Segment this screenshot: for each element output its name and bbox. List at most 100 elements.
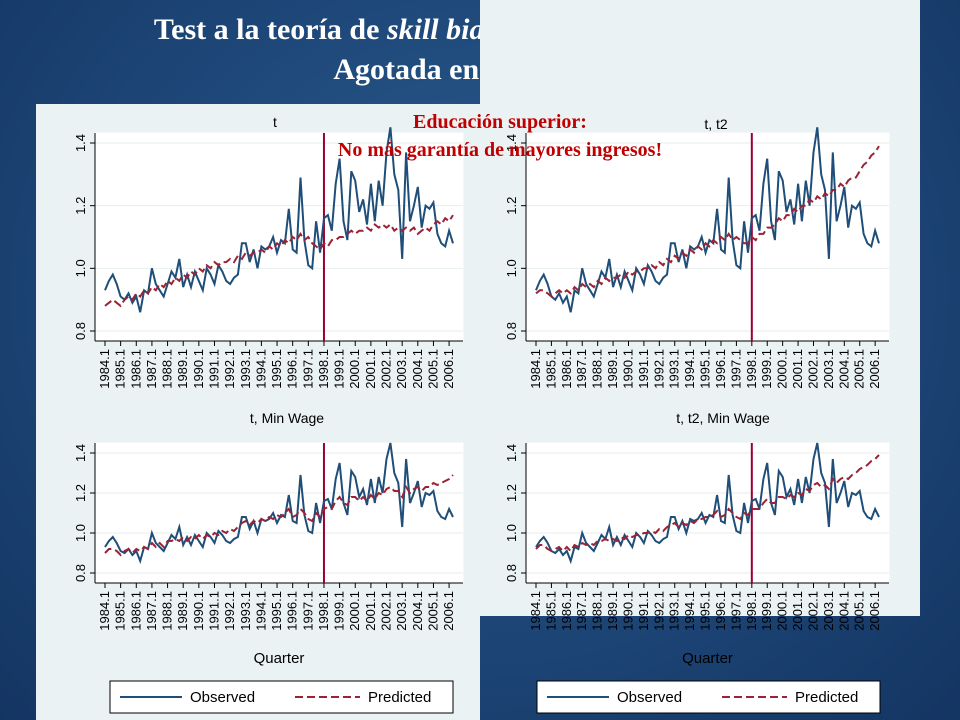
legend: Observed Predicted <box>109 680 454 714</box>
x-tick-label: 2004.1 <box>836 591 851 631</box>
x-tick-label: 1997.1 <box>300 591 315 631</box>
x-tick-label: 1998.1 <box>744 349 759 389</box>
x-tick-label: 1990.1 <box>620 349 635 389</box>
x-tick-label: 1984.1 <box>97 349 112 389</box>
series-predicted <box>104 214 454 308</box>
x-tick-label: 1995.1 <box>698 591 713 631</box>
x-tick-label: 1996.1 <box>285 349 300 389</box>
x-tick-label: 2003.1 <box>821 349 836 389</box>
x-tick-label: 2004.1 <box>410 591 425 631</box>
x-tick-label: 2006.1 <box>441 349 456 389</box>
annotation-line1: Educación superior: <box>413 111 587 133</box>
x-tick-label: 2002.1 <box>805 349 820 389</box>
x-tick-label: 1993.1 <box>667 591 682 631</box>
annotation: Educación superior: No más garantía de m… <box>200 108 800 164</box>
x-tick-label: 1996.1 <box>713 591 728 631</box>
chart-title: t, Min Wage <box>250 410 324 426</box>
x-tick-label: 2000.1 <box>775 591 790 631</box>
series-observed <box>535 127 880 313</box>
legend: Observed Predicted <box>536 680 881 714</box>
y-tick-label: 0.8 <box>504 322 519 340</box>
x-tick-label: 1988.1 <box>160 349 175 389</box>
x-tick-label: 1988.1 <box>160 591 175 631</box>
x-tick-label: 2006.1 <box>867 349 882 389</box>
legend-label-predicted: Predicted <box>795 689 858 706</box>
x-tick-label: 1985.1 <box>543 349 558 389</box>
x-tick-label: 1985.1 <box>113 591 128 631</box>
x-tick-label: 1993.1 <box>238 591 253 631</box>
x-tick-label: 1986.1 <box>128 591 143 631</box>
y-tick-label: 1.0 <box>73 259 88 277</box>
x-tick-label: 1995.1 <box>698 349 713 389</box>
y-tick-label: 1.4 <box>73 134 88 152</box>
x-tick-label: 1986.1 <box>128 349 143 389</box>
x-tick-label: 2003.1 <box>821 591 836 631</box>
y-tick-label: 0.8 <box>73 564 88 582</box>
x-tick-label: 1998.1 <box>744 591 759 631</box>
series-predicted <box>535 145 880 298</box>
x-tick-label: 1988.1 <box>590 349 605 389</box>
y-tick-label: 1.4 <box>504 134 519 152</box>
x-axis-label: Quarter <box>254 650 305 667</box>
x-tick-label: 1989.1 <box>175 349 190 389</box>
x-tick-label: 1984.1 <box>528 591 543 631</box>
y-tick-label: 1.4 <box>73 444 88 462</box>
series-predicted <box>535 454 880 553</box>
x-tick-label: 1990.1 <box>191 349 206 389</box>
x-tick-label: 1989.1 <box>605 349 620 389</box>
x-tick-label: 1985.1 <box>113 349 128 389</box>
x-tick-label: 2000.1 <box>775 349 790 389</box>
x-tick-label: 1986.1 <box>559 349 574 389</box>
x-tick-label: 1985.1 <box>543 591 558 631</box>
chart-2: 0.8 1.0 1.2 1.4 1984.1 1985.1 1986.1 1987.1 1988… <box>504 116 890 389</box>
x-tick-label: 2002.1 <box>379 349 394 389</box>
x-tick-label: 2004.1 <box>836 349 851 389</box>
x-tick-label: 2003.1 <box>394 349 409 389</box>
x-tick-label: 2005.1 <box>852 591 867 631</box>
x-tick-label: 2005.1 <box>425 349 440 389</box>
legend-label-predicted: Predicted <box>368 689 431 706</box>
x-tick-label: 2006.1 <box>867 591 882 631</box>
x-tick-label: 1990.1 <box>620 591 635 631</box>
x-tick-label: 1991.1 <box>206 349 221 389</box>
x-tick-label: 1993.1 <box>238 349 253 389</box>
x-tick-label: 1988.1 <box>590 591 605 631</box>
x-tick-label: 2001.1 <box>363 591 378 631</box>
x-tick-label: 1997.1 <box>728 349 743 389</box>
y-tick-label: 1.2 <box>504 484 519 502</box>
x-tick-label: 2004.1 <box>410 349 425 389</box>
x-axis-label: Quarter <box>682 650 733 667</box>
x-tick-label: 2001.1 <box>790 349 805 389</box>
chart-title: t, t2 <box>704 116 728 132</box>
x-tick-label: 2005.1 <box>852 349 867 389</box>
x-tick-label: 1994.1 <box>682 349 697 389</box>
legend-box <box>536 680 881 714</box>
x-tick-label: 1995.1 <box>269 591 284 631</box>
x-tick-label: 1997.1 <box>728 591 743 631</box>
x-tick-label: 2005.1 <box>425 591 440 631</box>
x-tick-label: 2000.1 <box>347 349 362 389</box>
x-tick-label: 2001.1 <box>363 349 378 389</box>
x-tick-label: 1998.1 <box>316 349 331 389</box>
x-tick-label: 1991.1 <box>636 591 651 631</box>
y-tick-label: 1.0 <box>73 524 88 542</box>
chart-1: 0.8 1.0 1.2 1.4 1984.1 1985.1 1986.1 1987.1 1988… <box>73 114 464 389</box>
x-tick-label: 1984.1 <box>528 349 543 389</box>
series-observed <box>104 127 454 313</box>
x-tick-label: 1986.1 <box>559 591 574 631</box>
y-tick-label: 0.8 <box>73 322 88 340</box>
x-tick-label: 2000.1 <box>347 591 362 631</box>
chart-title: t, t2, Min Wage <box>676 410 770 426</box>
x-tick-label: 1984.1 <box>97 591 112 631</box>
annotation-line2: No más garantía de mayores ingresos! <box>337 139 663 161</box>
series-predicted <box>104 474 454 557</box>
y-tick-label: 1.2 <box>73 484 88 502</box>
plot-area <box>94 442 464 584</box>
x-tick-label: 1994.1 <box>253 349 268 389</box>
y-tick-label: 1.4 <box>504 444 519 462</box>
x-tick-label: 1993.1 <box>667 349 682 389</box>
x-tick-label: 1994.1 <box>253 591 268 631</box>
x-tick-label: 1999.1 <box>332 591 347 631</box>
x-tick-label: 1996.1 <box>285 591 300 631</box>
